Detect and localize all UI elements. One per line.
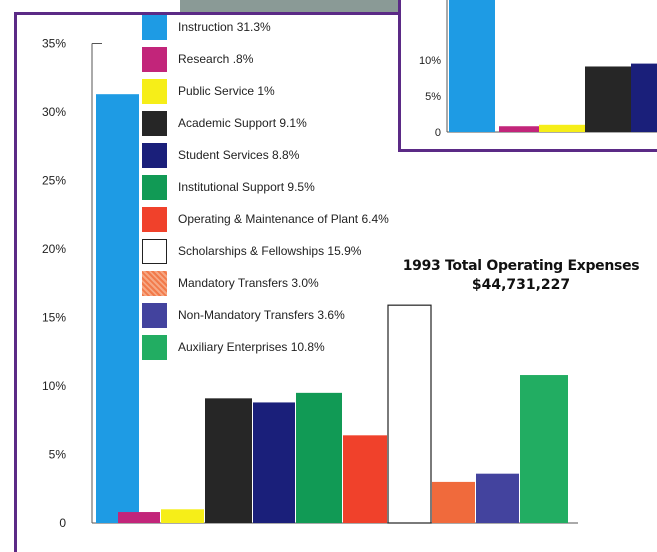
bar-1 — [96, 94, 139, 523]
legend-label: Mandatory Transfers 3.0% — [178, 276, 319, 290]
bar-2 — [118, 512, 160, 523]
y-tick-label: 25% — [42, 174, 66, 188]
main-chart-frame — [14, 12, 650, 552]
legend-label: Student Services 8.8% — [178, 148, 300, 162]
legend-swatch — [142, 110, 167, 136]
y-tick-label: 10% — [42, 379, 66, 393]
bar-6 — [296, 392, 342, 523]
legend-item: Auxiliary Enterprises 10.8% — [142, 334, 325, 360]
bar-8 — [387, 304, 432, 524]
inset-bar-2 — [499, 126, 539, 132]
legend-swatch — [142, 78, 167, 104]
y-tick-label: 5% — [49, 448, 67, 462]
total-expenses-title: 1993 Total Operating Expenses — [402, 258, 640, 274]
legend-swatch — [142, 238, 167, 264]
bar-7 — [343, 435, 387, 523]
legend-item: Operating & Maintenance of Plant 6.4% — [142, 206, 389, 232]
legend-label: Auxiliary Enterprises 10.8% — [178, 340, 325, 354]
y-tick-label: 0 — [59, 516, 66, 530]
bar-5 — [253, 402, 295, 523]
legend-item: Institutional Support 9.5% — [142, 174, 315, 200]
total-expenses-value: $44,731,227 — [471, 277, 571, 293]
inset-y-tick-label: 5% — [425, 91, 441, 103]
y-tick-label: 30% — [42, 105, 66, 119]
inset-bar-4 — [585, 66, 631, 132]
inset-bar-5 — [631, 63, 657, 132]
legend-label: Institutional Support 9.5% — [178, 180, 315, 194]
legend-swatch — [142, 206, 167, 232]
y-tick-label: 35% — [42, 37, 66, 51]
legend-swatch — [142, 14, 167, 40]
inset-bar-chart: 0 5% 10% — [419, 0, 657, 139]
bar-9 — [432, 481, 475, 523]
inset-bar-3 — [539, 124, 585, 132]
inset-y-tick-label: 0 — [435, 127, 441, 139]
inset-bar-1 — [449, 0, 495, 132]
legend-item: Student Services 8.8% — [142, 142, 299, 168]
legend-label: Research .8% — [178, 52, 254, 66]
legend-item: Public Service 1% — [142, 78, 275, 104]
header-strip — [180, 0, 398, 12]
legend-label: Operating & Maintenance of Plant 6.4% — [178, 212, 389, 226]
bar-3 — [161, 509, 204, 523]
legend-item: Research .8% — [142, 46, 253, 72]
legend-label: Scholarships & Fellowships 15.9% — [178, 244, 362, 258]
legend-swatch — [142, 142, 167, 168]
legend-swatch — [142, 46, 167, 72]
bar-4 — [205, 398, 252, 523]
y-tick-label: 15% — [42, 311, 66, 325]
legend-swatch — [142, 270, 167, 296]
legend-label: Non-Mandatory Transfers 3.6% — [178, 308, 345, 322]
legend-label: Public Service 1% — [178, 84, 275, 98]
legend-label: Academic Support 9.1% — [178, 116, 307, 130]
main-bar-chart: 0 5% 10% 15% 20% 25% 30% 35% — [42, 37, 578, 530]
legend-label: Instruction 31.3% — [178, 20, 271, 34]
inset-chart-frame: 0 5% 10% — [398, 0, 657, 152]
legend-item: Instruction 31.3% — [142, 14, 271, 40]
y-tick-label: 20% — [42, 242, 66, 256]
legend-item: Scholarships & Fellowships 15.9% — [142, 238, 361, 264]
legend-item: Academic Support 9.1% — [142, 110, 307, 136]
legend-swatch — [142, 302, 167, 328]
bar-11 — [520, 375, 568, 523]
legend-item: Non-Mandatory Transfers 3.6% — [142, 302, 345, 328]
inset-y-tick-label: 10% — [419, 55, 441, 67]
legend-item: Mandatory Transfers 3.0% — [142, 270, 319, 296]
legend-swatch — [142, 334, 167, 360]
bar-10 — [476, 473, 519, 523]
legend-swatch — [142, 174, 167, 200]
